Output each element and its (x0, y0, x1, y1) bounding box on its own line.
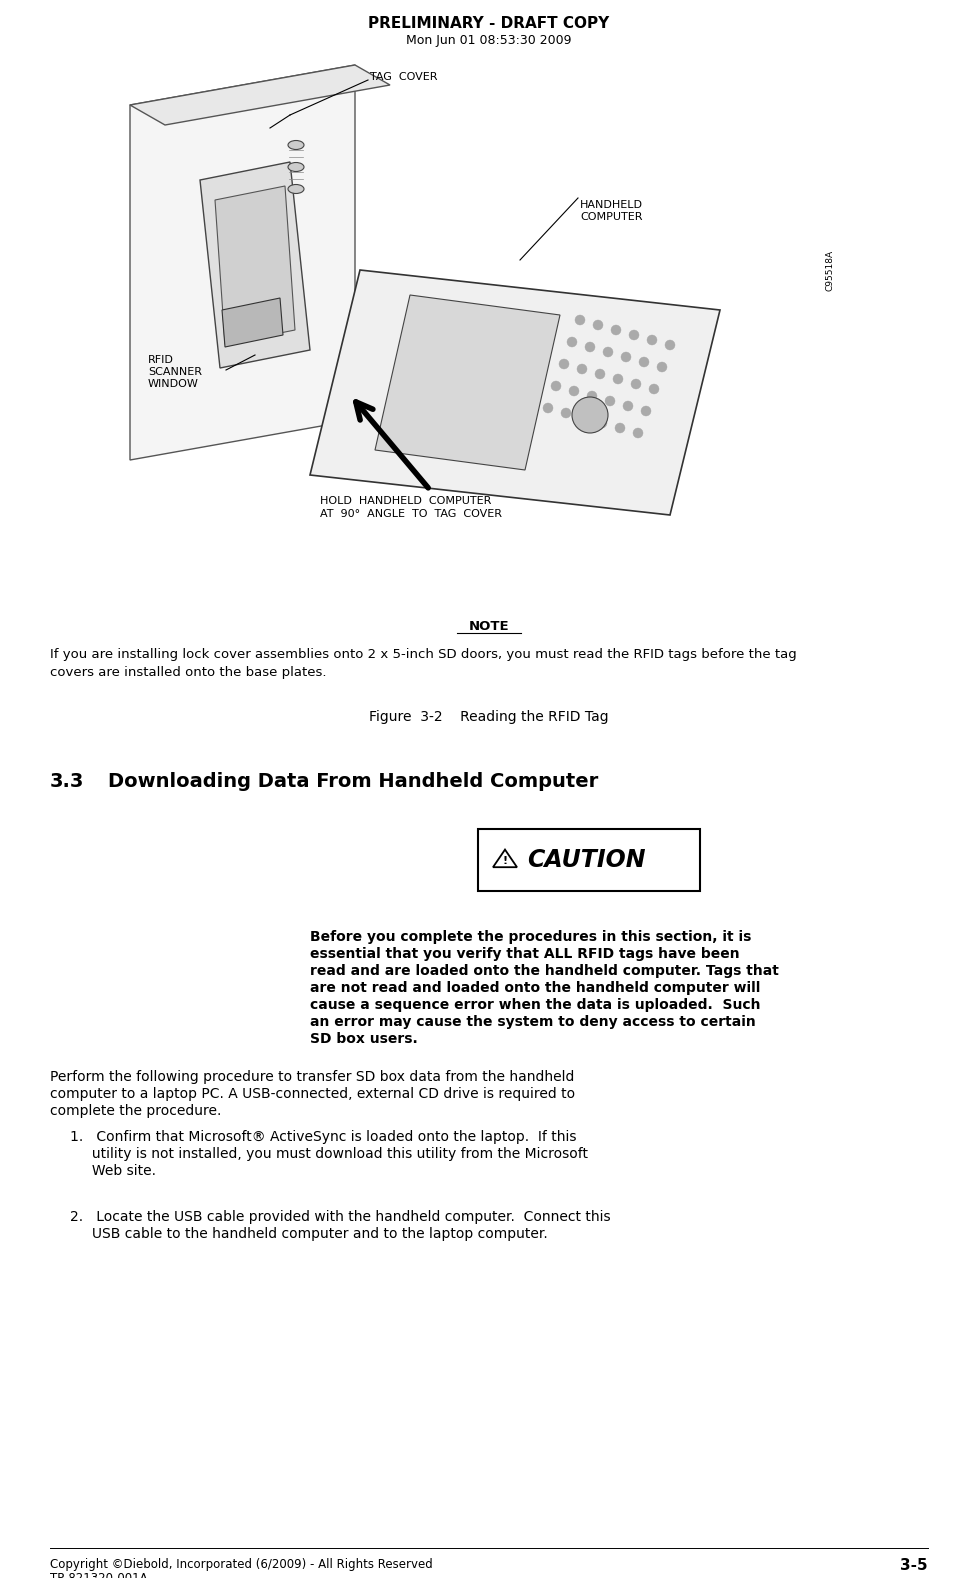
Text: CAUTION: CAUTION (527, 847, 645, 873)
Text: 3.3: 3.3 (50, 772, 84, 791)
Circle shape (574, 316, 584, 325)
Circle shape (596, 418, 607, 428)
Text: SCANNER: SCANNER (148, 368, 202, 377)
Circle shape (576, 365, 586, 374)
Text: covers are installed onto the base plates.: covers are installed onto the base plate… (50, 666, 326, 679)
Circle shape (586, 391, 596, 401)
Circle shape (638, 357, 649, 368)
Text: COMPUTER: COMPUTER (579, 211, 642, 222)
Text: Web site.: Web site. (70, 1165, 156, 1179)
Polygon shape (222, 298, 282, 347)
Circle shape (569, 387, 578, 396)
Circle shape (628, 330, 638, 339)
Text: 2.   Locate the USB cable provided with the handheld computer.  Connect this: 2. Locate the USB cable provided with th… (70, 1210, 610, 1225)
Polygon shape (215, 186, 295, 344)
Text: HOLD  HANDHELD  COMPUTER: HOLD HANDHELD COMPUTER (319, 495, 490, 507)
Circle shape (657, 361, 666, 372)
Circle shape (630, 379, 640, 390)
Circle shape (649, 383, 658, 394)
Circle shape (622, 401, 632, 410)
Circle shape (615, 423, 624, 432)
Circle shape (561, 409, 571, 418)
Polygon shape (374, 295, 560, 470)
Text: essential that you verify that ALL RFID tags have been: essential that you verify that ALL RFID … (310, 947, 739, 961)
Ellipse shape (287, 163, 304, 172)
Text: C95518A: C95518A (825, 249, 833, 290)
Circle shape (613, 374, 622, 383)
Text: computer to a laptop PC. A USB-connected, external CD drive is required to: computer to a laptop PC. A USB-connected… (50, 1087, 574, 1101)
Text: USB cable to the handheld computer and to the laptop computer.: USB cable to the handheld computer and t… (70, 1228, 547, 1240)
Text: If you are installing lock cover assemblies onto 2 x 5-inch SD doors, you must r: If you are installing lock cover assembl… (50, 649, 796, 661)
Circle shape (594, 369, 605, 379)
Text: RFID: RFID (148, 355, 174, 365)
Text: !: ! (502, 855, 507, 866)
Text: 1.   Confirm that Microsoft® ActiveSync is loaded onto the laptop.  If this: 1. Confirm that Microsoft® ActiveSync is… (70, 1130, 575, 1144)
Text: Before you complete the procedures in this section, it is: Before you complete the procedures in th… (310, 929, 750, 944)
Circle shape (542, 402, 552, 413)
Text: Copyright ©Diebold, Incorporated (6/2009) - All Rights Reserved: Copyright ©Diebold, Incorporated (6/2009… (50, 1557, 432, 1572)
Circle shape (620, 352, 630, 361)
Text: cause a sequence error when the data is uploaded.  Such: cause a sequence error when the data is … (310, 997, 760, 1011)
Circle shape (559, 360, 569, 369)
Text: WINDOW: WINDOW (148, 379, 198, 390)
Text: Mon Jun 01 08:53:30 2009: Mon Jun 01 08:53:30 2009 (405, 35, 572, 47)
Polygon shape (199, 163, 310, 368)
Text: read and are loaded onto the handheld computer. Tags that: read and are loaded onto the handheld co… (310, 964, 778, 978)
Circle shape (632, 428, 642, 439)
Text: are not read and loaded onto the handheld computer will: are not read and loaded onto the handhel… (310, 982, 759, 996)
Circle shape (578, 413, 588, 423)
Circle shape (647, 335, 657, 346)
Circle shape (603, 347, 613, 357)
Polygon shape (492, 849, 517, 868)
Circle shape (584, 342, 594, 352)
Polygon shape (130, 65, 355, 461)
Ellipse shape (287, 140, 304, 150)
Text: SD box users.: SD box users. (310, 1032, 417, 1046)
Circle shape (611, 325, 620, 335)
Text: Perform the following procedure to transfer SD box data from the handheld: Perform the following procedure to trans… (50, 1070, 573, 1084)
Text: utility is not installed, you must download this utility from the Microsoft: utility is not installed, you must downl… (70, 1147, 587, 1161)
Text: complete the procedure.: complete the procedure. (50, 1105, 221, 1117)
Polygon shape (130, 65, 390, 125)
Text: PRELIMINARY - DRAFT COPY: PRELIMINARY - DRAFT COPY (368, 16, 609, 32)
Circle shape (664, 339, 674, 350)
Text: NOTE: NOTE (468, 620, 509, 633)
Text: AT  90°  ANGLE  TO  TAG  COVER: AT 90° ANGLE TO TAG COVER (319, 510, 501, 519)
Polygon shape (310, 270, 719, 514)
Text: TAG  COVER: TAG COVER (369, 73, 437, 82)
Circle shape (640, 406, 651, 417)
Text: 3-5: 3-5 (900, 1557, 927, 1573)
Circle shape (567, 338, 576, 347)
Text: Figure  3-2    Reading the RFID Tag: Figure 3-2 Reading the RFID Tag (368, 710, 609, 724)
Circle shape (605, 396, 615, 406)
Text: HANDHELD: HANDHELD (579, 200, 642, 210)
Circle shape (592, 320, 603, 330)
Ellipse shape (287, 185, 304, 194)
FancyBboxPatch shape (478, 828, 700, 892)
Text: an error may cause the system to deny access to certain: an error may cause the system to deny ac… (310, 1015, 755, 1029)
Text: TP-821320-001A: TP-821320-001A (50, 1572, 148, 1578)
Circle shape (550, 380, 561, 391)
Circle shape (572, 398, 608, 432)
Text: Downloading Data From Handheld Computer: Downloading Data From Handheld Computer (107, 772, 598, 791)
